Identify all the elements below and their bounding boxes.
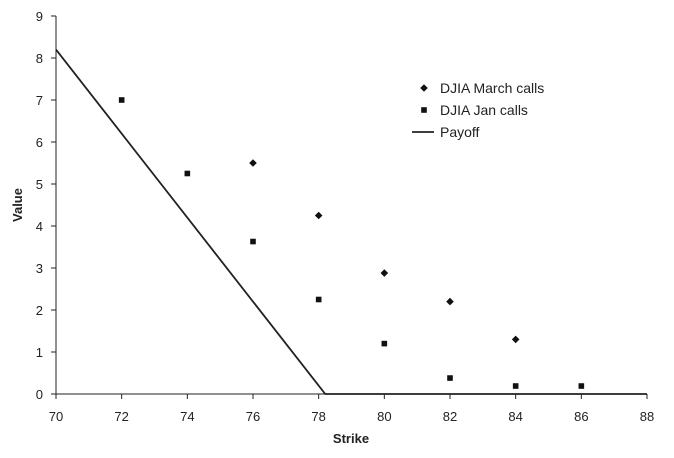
y-tick-label: 0 [36, 387, 43, 402]
jan-call-point [447, 375, 453, 381]
march-call-point [446, 297, 454, 306]
y-axis-title: Value [10, 188, 25, 222]
y-tick-label: 9 [36, 9, 43, 24]
x-tick-label: 82 [443, 409, 457, 424]
legend-jan-marker [421, 107, 427, 113]
x-axis-title: Strike [333, 431, 369, 446]
y-tick-label: 3 [36, 261, 43, 276]
jan-call-point [512, 383, 519, 389]
jan-call-point [578, 383, 585, 389]
x-tick-label: 86 [574, 409, 588, 424]
legend-march-marker [420, 84, 428, 92]
jan-call-point [250, 238, 256, 245]
jan-call-point [381, 340, 388, 347]
x-tick-label: 74 [180, 409, 194, 424]
axes [55, 16, 647, 395]
y-tick-label: 4 [36, 219, 43, 234]
jan-call-point [118, 97, 125, 103]
x-tick-label: 72 [114, 409, 128, 424]
legend-label: DJIA Jan calls [440, 102, 528, 118]
payoff-line [55, 49, 647, 395]
x-tick-label: 78 [311, 409, 325, 424]
x-tick-label: 84 [508, 409, 522, 424]
x-tick-label: 76 [246, 409, 260, 424]
x-ticks: 70 72 74 76 78 80 82 84 86 88 [49, 394, 654, 424]
legend-label: DJIA March calls [440, 80, 544, 96]
x-tick-label: 70 [49, 409, 63, 424]
y-tick-label: 5 [36, 177, 43, 192]
y-tick-label: 1 [36, 345, 43, 360]
y-ticks: 0 1 2 3 4 5 6 7 8 9 [36, 9, 56, 402]
jan-call-point [315, 296, 322, 303]
legend: DJIA March calls DJIA Jan calls Payoff [412, 80, 544, 140]
march-call-point [380, 269, 389, 277]
plot-area [55, 49, 647, 395]
march-call-point [314, 211, 323, 220]
x-tick-label: 80 [377, 409, 391, 424]
x-tick-label: 88 [640, 409, 654, 424]
y-tick-label: 7 [36, 93, 43, 108]
y-tick-label: 2 [36, 303, 43, 318]
y-tick-label: 8 [36, 51, 43, 66]
legend-label: Payoff [440, 124, 480, 140]
y-tick-label: 6 [36, 135, 43, 150]
march-call-point [511, 335, 520, 344]
march-call-point [249, 159, 257, 167]
jan-call-point [184, 170, 191, 177]
